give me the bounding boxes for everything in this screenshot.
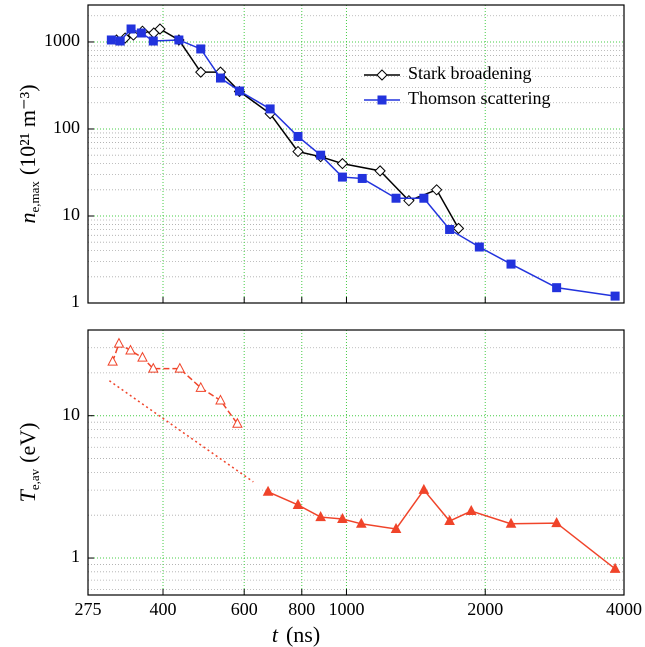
y-tick-label: 1000 (44, 30, 80, 50)
series-line (111, 342, 239, 425)
marker (215, 73, 225, 83)
marker (106, 35, 116, 45)
plot-frame (87, 4, 625, 304)
x-label-symbol: t (272, 622, 279, 647)
y-axis-label: Te,av (eV) (15, 423, 42, 503)
y-label-subscript: e,av (27, 468, 42, 490)
x-tick-label: 400 (150, 599, 177, 619)
y-tick-label: 1 (71, 291, 80, 311)
x-tick-label: 2000 (467, 599, 503, 619)
marker (234, 86, 244, 96)
marker (465, 504, 477, 516)
marker (293, 131, 303, 141)
marker (474, 242, 484, 252)
marker (552, 283, 562, 293)
marker (196, 44, 206, 54)
marker (610, 291, 620, 301)
legend-marker (377, 95, 387, 105)
y-label-subscript: e,max (27, 181, 42, 213)
marker (137, 351, 148, 362)
marker (315, 511, 326, 522)
marker (195, 381, 207, 392)
marker (419, 193, 429, 203)
marker (337, 172, 347, 182)
marker (452, 222, 465, 235)
marker (136, 28, 146, 38)
x-tick-label: 1000 (328, 599, 364, 619)
marker (337, 512, 348, 524)
y-tick-label: 100 (53, 117, 80, 137)
marker (430, 184, 443, 196)
marker (215, 394, 226, 405)
y-tick-label: 1 (71, 546, 80, 566)
marker (418, 483, 430, 494)
y-axis-label: ne,max (10²¹ m⁻³) (15, 84, 42, 223)
marker (506, 259, 516, 269)
marker (292, 145, 304, 158)
y-label-unit: (10²¹ m⁻³) (15, 84, 40, 175)
marker (113, 337, 125, 348)
y-tick-label: 10 (62, 204, 80, 224)
x-label-unit: (ns) (286, 622, 320, 647)
marker (125, 344, 136, 355)
series-line (111, 28, 616, 297)
legend-label: Stark broadening (408, 63, 531, 83)
marker (390, 522, 402, 533)
marker (262, 485, 274, 496)
marker (316, 150, 326, 160)
marker (154, 23, 166, 35)
x-tick-label: 800 (288, 599, 315, 619)
marker (195, 66, 207, 78)
marker (445, 224, 455, 234)
marker (174, 35, 184, 45)
marker (444, 514, 455, 526)
marker (609, 562, 621, 573)
marker (174, 362, 186, 373)
marker (551, 517, 562, 528)
x-axis-label: t (ns) (272, 622, 320, 647)
marker (148, 36, 158, 46)
y-label-symbol: n (15, 213, 40, 224)
marker (336, 157, 349, 170)
x-tick-label: 4000 (606, 599, 642, 619)
marker (505, 517, 517, 528)
plot-frame (87, 329, 625, 596)
marker (265, 104, 275, 114)
y-label-unit: (eV) (15, 423, 40, 463)
y-label-symbol: T (15, 488, 40, 502)
x-tick-label: 600 (231, 599, 258, 619)
marker (147, 362, 159, 373)
marker (355, 517, 367, 528)
y-tick-label: 10 (62, 404, 80, 424)
legend-marker (376, 69, 388, 81)
marker (115, 36, 125, 46)
marker (357, 173, 367, 183)
marker (374, 165, 386, 177)
marker (126, 24, 136, 34)
x-tick-label: 275 (75, 599, 102, 619)
legend-label: Thomson scattering (408, 88, 550, 108)
marker (391, 193, 401, 203)
series-line (108, 380, 254, 483)
marker (107, 355, 118, 366)
marker (292, 498, 304, 509)
series-line (267, 488, 616, 570)
marker (232, 417, 243, 428)
